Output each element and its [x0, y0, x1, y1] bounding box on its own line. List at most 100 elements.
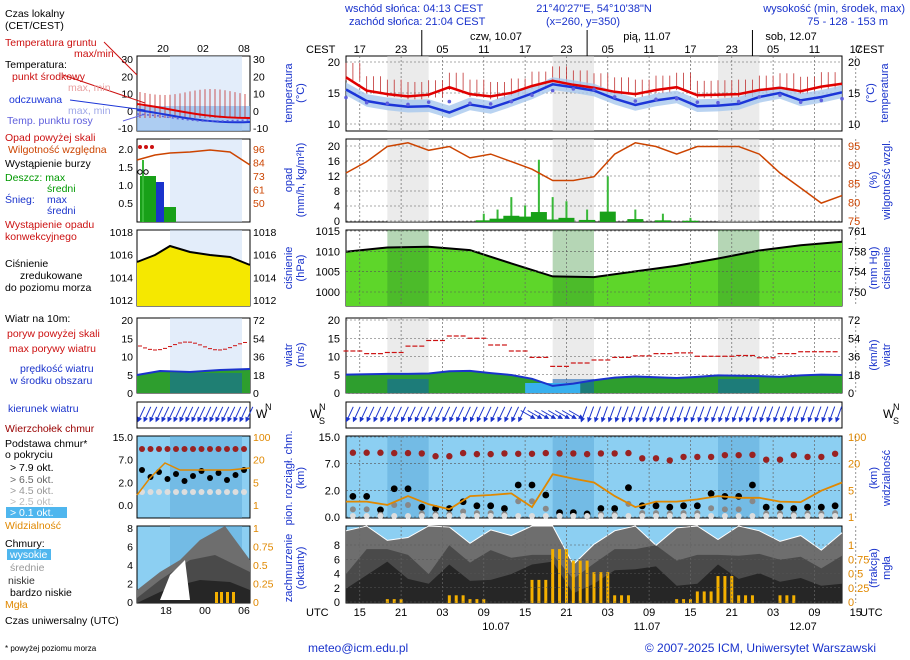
legend-temp-pointer-ground	[103, 41, 138, 76]
legend-press-rytick-2: 1014	[253, 272, 277, 284]
legend-deszcz-sredni: średni	[47, 183, 76, 195]
date-label-1: 10.07	[482, 621, 510, 633]
legend-temp-pointer-1	[62, 74, 146, 104]
day-label-3: sob, 12.07	[765, 31, 816, 43]
cloud-panel-ytick-left-0: 15.0	[319, 432, 340, 444]
precip-panel-ytick-right-0: 95	[848, 141, 860, 153]
legend-cloud-top-1	[147, 446, 154, 452]
footnote: * powyżej poziomu morza	[5, 644, 97, 653]
press-panel-night-0	[387, 230, 429, 306]
fog-bar-17-0	[695, 591, 699, 603]
legend-wind-arrow-head-17	[239, 416, 244, 423]
wind-arrow-head-22	[497, 416, 502, 423]
wind-arrow-10	[414, 406, 423, 423]
legend-cloud-base-light-1	[147, 489, 154, 495]
wind-arrow-36	[594, 406, 601, 423]
wind-arrow-46	[662, 406, 670, 423]
legend-predkosc-1: prędkość wiatru	[20, 363, 94, 375]
legend-cloud-base-light-6	[190, 489, 196, 495]
legend-snieg-sredni: średni	[47, 205, 76, 217]
legend-cloud-top-11	[232, 446, 239, 452]
cloud-top-36	[597, 450, 605, 457]
temp-panel-ytick-left-2: 10	[328, 119, 340, 131]
wind-arrow-39	[614, 406, 622, 423]
cloud-top-62	[776, 456, 784, 463]
wind-arrow-50	[690, 406, 698, 423]
wind-arrow-head-30	[557, 414, 564, 419]
legend-cloud-base-4	[173, 471, 179, 477]
wind-arrow-head-32	[571, 414, 577, 419]
temp-panel-ytick-right-2: 10	[848, 119, 860, 131]
wind-arrow-13	[435, 406, 444, 423]
legend-srednie: średnie	[10, 562, 45, 574]
bottom-hour-6: 03	[602, 607, 614, 619]
winddir-panel-bg	[345, 401, 843, 429]
legend-local-tick-3: 08	[238, 43, 250, 55]
legend-press-line	[136, 244, 251, 266]
cloud-base-36	[597, 505, 605, 512]
cloud-top-14	[446, 453, 453, 460]
top-hour-0: 17	[354, 44, 366, 56]
legend-wind-arrow-head-4	[161, 416, 166, 423]
legend-snow-max	[156, 182, 164, 222]
wind-arrow-30	[548, 410, 564, 419]
wind-panel-ytick-right-0: 72	[848, 315, 860, 327]
bottom-hour-2: 03	[436, 607, 448, 619]
cloud-base-2	[363, 492, 371, 500]
legend-wind-arrow-head-13	[215, 416, 220, 423]
cloud-base3-54	[721, 512, 728, 519]
legend-cloud-top-10	[224, 446, 230, 452]
cloud-base2-52	[708, 505, 715, 512]
legend-temp-lytick-1: 20	[121, 71, 133, 83]
wind-arrow-24	[511, 406, 520, 423]
dewpoint-point-21	[778, 93, 782, 98]
legend-mgla: Mgła	[5, 599, 28, 611]
wind-arrow-head-43	[642, 416, 647, 423]
press-ylabel-left-2: (hPa)	[295, 255, 307, 282]
cloud-base3-12	[432, 512, 439, 519]
cloud-top-12	[432, 453, 439, 460]
bottom-hour-3: 09	[478, 607, 490, 619]
cloud-base2-28	[542, 505, 549, 512]
legend-cloud-top-7	[198, 446, 205, 452]
wind-arrow-head-12	[428, 416, 434, 423]
legend-poryw-powyzej: poryw powyżej skali	[7, 328, 100, 340]
legend-cloud-rytick-3: 1	[253, 500, 259, 512]
wind-arrow-head-42	[635, 416, 641, 423]
wind-panel-ytick-right-4: 0	[848, 388, 854, 400]
wind-arrow-head-23	[504, 416, 509, 423]
legend-precip-rytick-0: 96	[253, 144, 265, 156]
legend-wind-line	[136, 368, 251, 376]
legend-over-scale-1	[144, 145, 148, 149]
top-hour-10: 05	[767, 44, 779, 56]
wind-arrow-70	[828, 406, 836, 423]
wind-arrow-44	[649, 406, 657, 423]
legend-precip-rytick-1: 84	[253, 158, 265, 170]
wind-arrow-head-31	[564, 414, 570, 419]
legend-cloud-base-light-12	[241, 489, 247, 495]
legend-cloud-base-11	[232, 472, 239, 478]
fog-bar-13-2	[626, 595, 630, 603]
precip-max-bar-4	[537, 159, 540, 222]
cover-panel-ytick-left-3: 2	[334, 583, 340, 595]
wind-arrow-64	[786, 406, 794, 423]
legend-max-porywy: max porywy wiatru	[9, 343, 96, 355]
legend-cloud-base-light-4	[173, 489, 179, 495]
legend-wind-lytick-1: 15	[121, 333, 133, 345]
email-link[interactable]: meteo@icm.edu.pl	[308, 641, 408, 655]
wind-arrow-37	[600, 406, 608, 423]
legend-cloud-top-5	[181, 446, 188, 452]
wind-arrow-head-35	[587, 416, 592, 423]
fog-bar-10-2	[564, 549, 568, 603]
legend-cloud-base-10	[224, 477, 230, 483]
cloud-top-66	[804, 453, 811, 461]
legend-cloud-base-6	[190, 473, 196, 479]
legend-winddir-w: W	[256, 407, 268, 421]
wind-arrow-head-37	[600, 416, 606, 423]
fog-bar-13-0	[613, 595, 617, 603]
wind-arrow-42	[635, 406, 643, 423]
legend-cloud-base-light-9	[215, 489, 222, 495]
legend-temp-rytick-2: 10	[253, 89, 265, 101]
legend-precip-rytick-4: 50	[253, 198, 265, 210]
cloud-top-16	[459, 449, 467, 457]
